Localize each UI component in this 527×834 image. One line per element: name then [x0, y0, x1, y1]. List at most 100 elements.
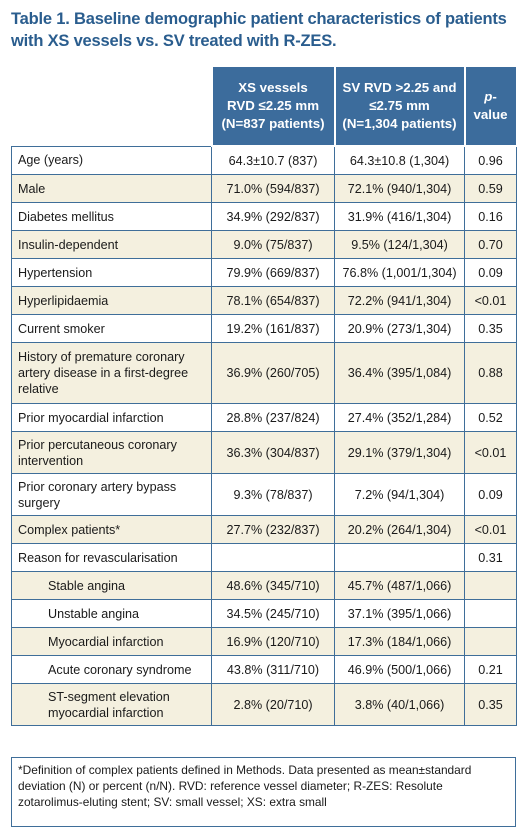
- xs-value: 36.3% (304/837): [211, 431, 335, 474]
- p-value: 0.96: [464, 145, 517, 175]
- table-row: Age (years) 64.3±10.7 (837) 64.3±10.8 (1,3…: [11, 145, 517, 175]
- xs-value: 34.5% (245/710): [211, 599, 335, 628]
- table-row: Stable angina 48.6% (345/710) 45.7% (487/1…: [11, 571, 517, 600]
- header-p-value: p-value: [463, 65, 518, 147]
- xs-value: 27.7% (232/837): [211, 515, 335, 544]
- table-row: History of premature coronary artery dis…: [11, 342, 517, 404]
- table-row: Unstable angina 34.5% (245/710) 37.1% (395…: [11, 599, 517, 628]
- sv-value: 72.1% (940/1,304): [334, 174, 465, 203]
- xs-value: 78.1% (654/837): [211, 286, 335, 315]
- table-row: Prior myocardial infarction 28.8% (237/82…: [11, 403, 517, 432]
- row-label: Insulin-dependent: [11, 230, 212, 259]
- p-value: [464, 599, 517, 628]
- p-value: 0.09: [464, 473, 517, 516]
- xs-value: 79.9% (669/837): [211, 258, 335, 287]
- table-row: Hypertension 79.9% (669/837) 76.8% (1,001/…: [11, 258, 517, 287]
- xs-value: 28.8% (237/824): [211, 403, 335, 432]
- sv-value: 46.9% (500/1,066): [334, 655, 465, 684]
- p-value: [464, 571, 517, 600]
- sv-value: 20.2% (264/1,304): [334, 515, 465, 544]
- p-value: 0.21: [464, 655, 517, 684]
- header-row: XS vessels RVD ≤2.25 mm (N=837 patients)…: [11, 65, 518, 147]
- xs-value: 64.3±10.7 (837): [211, 145, 335, 175]
- sv-value: 64.3±10.8 (1,304): [334, 145, 465, 175]
- header-sv-line-3: (N=1,304 patients): [342, 116, 457, 131]
- table-title: Table 1. Baseline demographic patient ch…: [11, 10, 507, 50]
- p-value: <0.01: [464, 431, 517, 474]
- p-value: <0.01: [464, 286, 517, 315]
- table-row: Reason for revascularisation 0.31: [11, 543, 517, 572]
- sv-value: 36.4% (395/1,084): [334, 342, 465, 404]
- table-row: Hyperlipidaemia 78.1% (654/837) 72.2% (941…: [11, 286, 517, 315]
- table-row: Current smoker 19.2% (161/837) 20.9% (273/…: [11, 314, 517, 343]
- table-row: Myocardial infarction 16.9% (120/710) 17.3…: [11, 627, 517, 656]
- table-row: Diabetes mellitus 34.9% (292/837) 31.9% (4…: [11, 202, 517, 231]
- row-label: History of premature coronary artery dis…: [11, 342, 212, 404]
- xs-value: 9.3% (78/837): [211, 473, 335, 516]
- table-footnote: *Definition of complex patients defined …: [11, 757, 516, 827]
- p-value: 0.35: [464, 314, 517, 343]
- row-label: Hypertension: [11, 258, 212, 287]
- row-label: Prior myocardial infarction: [11, 403, 212, 432]
- p-value: 0.31: [464, 543, 517, 572]
- header-xs-line-3: (N=837 patients): [221, 116, 325, 131]
- p-value: 0.52: [464, 403, 517, 432]
- row-label: Prior coronary artery bypass surgery: [11, 473, 212, 516]
- xs-value: 16.9% (120/710): [211, 627, 335, 656]
- row-label: Diabetes mellitus: [11, 202, 212, 231]
- row-label: Male: [11, 174, 212, 203]
- row-label: Unstable angina: [11, 599, 212, 628]
- p-value: 0.35: [464, 683, 517, 726]
- table-row: Male 71.0% (594/837) 72.1% (940/1,304) 0.59: [11, 174, 517, 203]
- sv-value: 3.8% (40/1,066): [334, 683, 465, 726]
- p-value: 0.59: [464, 174, 517, 203]
- row-label: Hyperlipidaemia: [11, 286, 212, 315]
- p-value: [464, 627, 517, 656]
- xs-value: 34.9% (292/837): [211, 202, 335, 231]
- p-value: 0.09: [464, 258, 517, 287]
- table-row: Insulin-dependent 9.0% (75/837) 9.5% (124/…: [11, 230, 517, 259]
- row-label: Myocardial infarction: [11, 627, 212, 656]
- header-xs-line-1: XS vessels: [238, 80, 308, 95]
- xs-value: 19.2% (161/837): [211, 314, 335, 343]
- header-blank: [11, 66, 212, 147]
- characteristics-table: XS vessels RVD ≤2.25 mm (N=837 patients)…: [11, 65, 518, 726]
- sv-value: 29.1% (379/1,304): [334, 431, 465, 474]
- xs-value: 9.0% (75/837): [211, 230, 335, 259]
- header-p-italic: p: [484, 89, 493, 104]
- sv-value: 45.7% (487/1,066): [334, 571, 465, 600]
- row-label: Reason for revascularisation: [11, 543, 212, 572]
- sv-value: 31.9% (416/1,304): [334, 202, 465, 231]
- xs-value: 48.6% (345/710): [211, 571, 335, 600]
- header-xs-line-2: RVD ≤2.25 mm: [226, 98, 320, 113]
- table-row: Prior coronary artery bypass surgery 9.3%…: [11, 473, 517, 516]
- p-value: 0.70: [464, 230, 517, 259]
- row-label: ST-segment elevation myocardial infarcti…: [11, 683, 212, 726]
- xs-value: 2.8% (20/710): [211, 683, 335, 726]
- sv-value: 27.4% (352/1,284): [334, 403, 465, 432]
- row-label: Acute coronary syndrome: [11, 655, 212, 684]
- table-row: Acute coronary syndrome 43.8% (311/710) 46…: [11, 655, 517, 684]
- xs-value: 71.0% (594/837): [211, 174, 335, 203]
- row-label: Current smoker: [11, 314, 212, 343]
- header-sv-line-1: SV RVD >2.25 and: [342, 80, 457, 95]
- row-label: Complex patients*: [11, 515, 212, 544]
- table-row: ST-segment elevation myocardial infarcti…: [11, 683, 517, 726]
- sv-value: 17.3% (184/1,066): [334, 627, 465, 656]
- header-p-rest: -value: [473, 89, 508, 122]
- xs-value: 43.8% (311/710): [211, 655, 335, 684]
- header-sv-line-2: ≤2.75 mm: [369, 98, 430, 113]
- sv-value: 7.2% (94/1,304): [334, 473, 465, 516]
- sv-value: 9.5% (124/1,304): [334, 230, 465, 259]
- p-value: <0.01: [464, 515, 517, 544]
- xs-value: 36.9% (260/705): [211, 342, 335, 404]
- sv-value: [334, 543, 465, 572]
- sv-value: 37.1% (395/1,066): [334, 599, 465, 628]
- sv-value: 72.2% (941/1,304): [334, 286, 465, 315]
- header-sv: SV RVD >2.25 and ≤2.75 mm (N=1,304 patie…: [333, 65, 466, 147]
- table-row: Complex patients* 27.7% (232/837) 20.2% (2…: [11, 515, 517, 544]
- xs-value: [211, 543, 335, 572]
- p-value: 0.16: [464, 202, 517, 231]
- p-value: 0.88: [464, 342, 517, 404]
- row-label: Prior percutaneous coronary intervention: [11, 431, 212, 474]
